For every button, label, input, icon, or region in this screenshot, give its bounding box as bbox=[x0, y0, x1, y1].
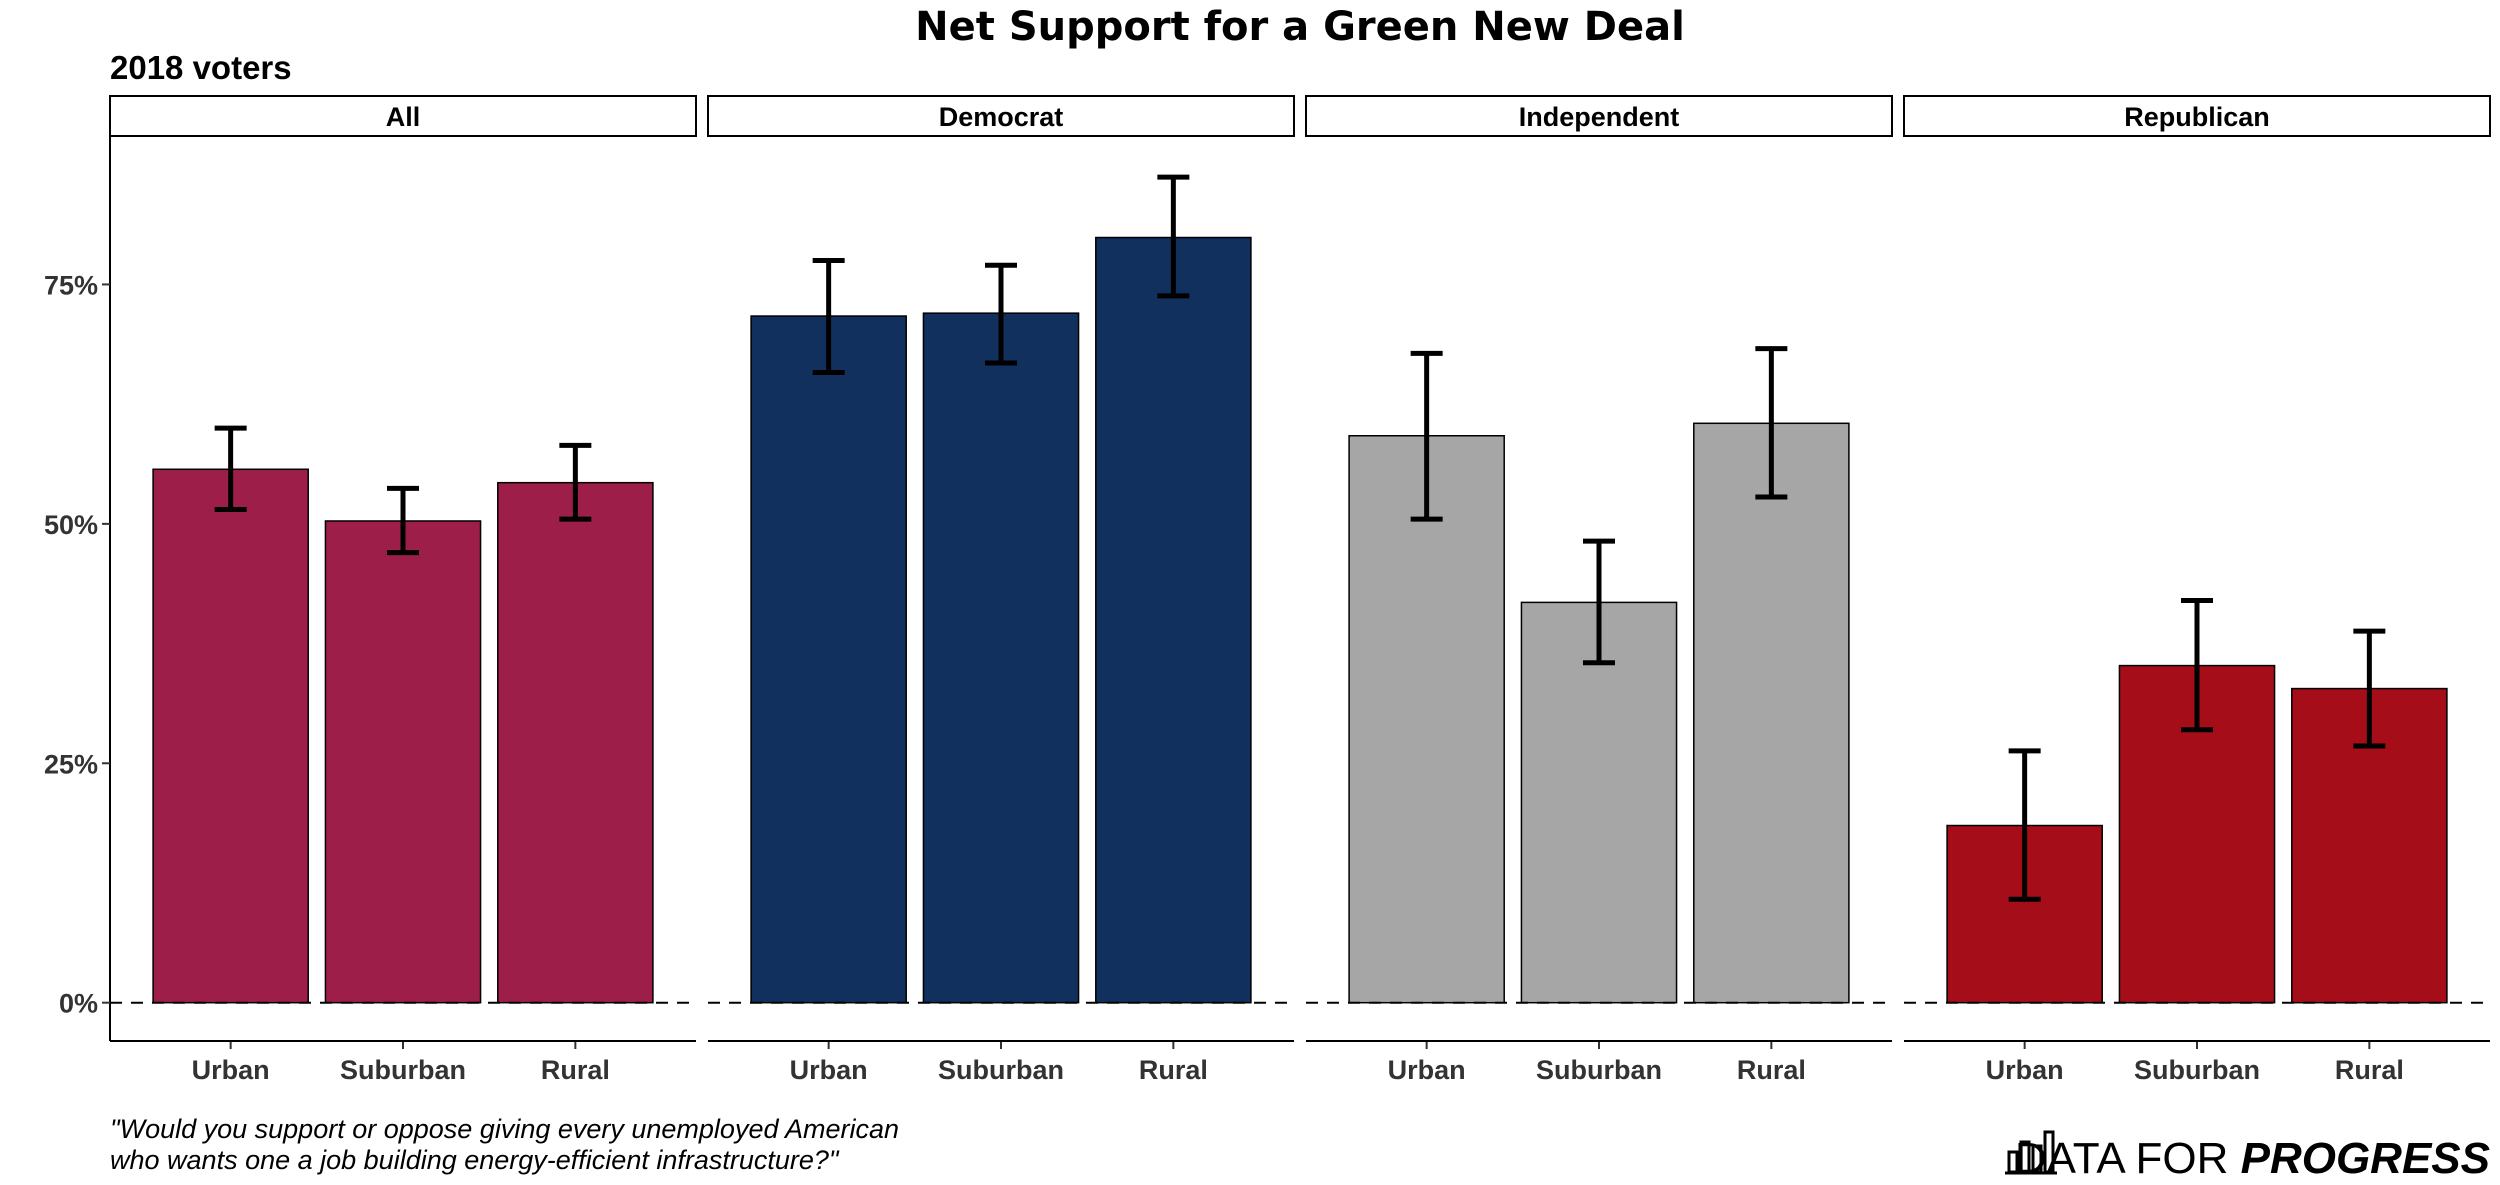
error-bar bbox=[1157, 174, 1190, 299]
x-tick-label: Suburban bbox=[1536, 1055, 1662, 1085]
panel-strip bbox=[1305, 95, 1893, 137]
panel-independent: Independent Urban Suburban Rural bbox=[1305, 95, 1893, 1085]
logo-wordmark: DATA FOR PROGRESS bbox=[2015, 1134, 2490, 1183]
error-bar bbox=[214, 425, 247, 512]
bar-urban bbox=[750, 315, 907, 1004]
panel-strip-label: Republican bbox=[2124, 102, 2270, 132]
x-tick-label: Urban bbox=[192, 1055, 270, 1085]
bar-suburban bbox=[922, 312, 1080, 1004]
panel-republican: Republican Urban Suburban Rural bbox=[1903, 95, 2491, 1085]
error-bar bbox=[1583, 538, 1615, 666]
x-tick-label: Urban bbox=[790, 1055, 868, 1085]
panel-strip-label: All bbox=[386, 102, 421, 132]
bar-rural bbox=[1693, 422, 1850, 1004]
caption-line-1: "Would you support or oppose giving ever… bbox=[110, 1114, 899, 1144]
y-axis: 0% 25% 50% 75% bbox=[44, 136, 111, 1041]
y-tick-label: 0% bbox=[59, 989, 98, 1019]
panel-all: All Urban Suburban Rural bbox=[109, 95, 697, 1085]
error-bar bbox=[559, 442, 592, 522]
panel-democrat: Democrat Urban Suburban Rural bbox=[707, 95, 1295, 1085]
x-tick-label: Suburban bbox=[2134, 1055, 2260, 1085]
x-tick-label: Rural bbox=[1737, 1055, 1806, 1085]
caption: "Would you support or oppose giving ever… bbox=[110, 1114, 899, 1175]
error-bar bbox=[1410, 350, 1443, 522]
panel-strip bbox=[1903, 95, 2491, 137]
y-tick-label: 75% bbox=[44, 270, 98, 300]
chart-title: Net Support for a Green New Deal bbox=[915, 4, 1685, 50]
error-bar bbox=[1755, 346, 1788, 500]
error-bar bbox=[985, 262, 1017, 366]
error-bar bbox=[812, 257, 845, 376]
bar-rural bbox=[1095, 236, 1252, 1004]
bar-suburban bbox=[1520, 601, 1678, 1004]
x-tick-label: Suburban bbox=[938, 1055, 1064, 1085]
x-tick-label: Rural bbox=[541, 1055, 610, 1085]
caption-line-2: who wants one a job building energy-effi… bbox=[110, 1145, 840, 1175]
logo-text-emphasis: PROGRESS bbox=[2241, 1134, 2490, 1183]
x-tick-label: Suburban bbox=[340, 1055, 466, 1085]
x-tick-label: Rural bbox=[1139, 1055, 1208, 1085]
x-tick-label: Urban bbox=[1388, 1055, 1466, 1085]
logo-text-prefix: DATA FOR bbox=[2015, 1134, 2241, 1183]
y-tick-label: 25% bbox=[44, 749, 98, 779]
panel-strip bbox=[707, 95, 1295, 137]
x-tick-label: Urban bbox=[1986, 1055, 2064, 1085]
error-bar bbox=[2008, 748, 2041, 902]
y-tick-label: 50% bbox=[44, 510, 98, 540]
bar-urban bbox=[1348, 435, 1505, 1004]
panels: All Urban Suburban Rural Democrat Urban Suburb… bbox=[109, 95, 2491, 1085]
bar-rural bbox=[497, 481, 654, 1004]
bar-urban bbox=[152, 468, 309, 1004]
data-for-progress-logo: DATA FOR PROGRESS bbox=[2005, 1130, 2490, 1183]
chart-subtitle: 2018 voters bbox=[110, 49, 292, 86]
x-tick-label: Rural bbox=[2335, 1055, 2404, 1085]
bar-chart-logo-icon bbox=[2005, 1130, 2057, 1175]
panel-strip-label: Independent bbox=[1519, 102, 1680, 132]
error-bar bbox=[387, 485, 419, 556]
error-bar bbox=[2353, 628, 2386, 749]
bar-suburban bbox=[324, 520, 482, 1004]
panel-strip bbox=[109, 95, 697, 137]
panel-strip-label: Democrat bbox=[939, 102, 1064, 132]
error-bar bbox=[2181, 597, 2213, 733]
